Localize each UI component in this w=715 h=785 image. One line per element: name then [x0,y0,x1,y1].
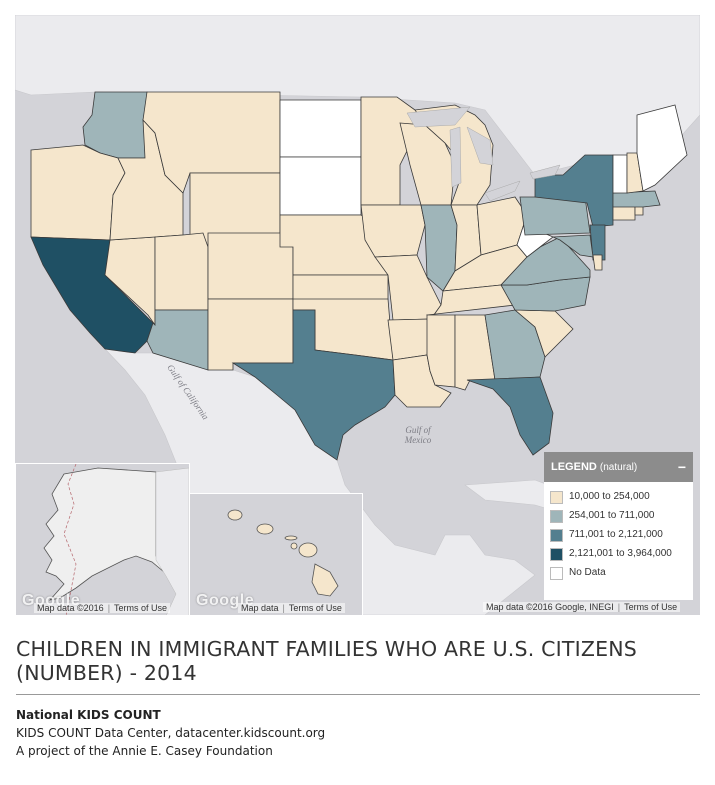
source-line: KIDS COUNT Data Center, datacenter.kidsc… [16,726,326,740]
legend-item: 10,000 to 254,000 [550,491,687,504]
hawaii-inset[interactable]: Google Map data | Terms of Use [189,493,363,615]
main-attribution: Map data ©2016 Google, INEGI | Terms of Us… [483,602,681,612]
state-fl[interactable] [466,376,554,456]
legend-title: LEGEND [551,461,597,473]
page-title: CHILDREN IN IMMIGRANT FAMILIES WHO ARE U… [16,637,638,685]
state-nm[interactable] [207,298,294,371]
state-vt[interactable] [612,154,628,194]
legend-item: 254,001 to 711,000 [550,510,687,523]
canada-land [15,15,700,176]
legend-swatch [550,529,563,542]
legend-label: 2,121,001 to 3,964,000 [569,548,672,559]
legend-swatch [550,567,563,580]
state-ut[interactable] [154,232,209,311]
legend-label: 10,000 to 254,000 [569,491,650,502]
legend-collapse-button[interactable]: − [677,459,686,475]
hawaii-map [190,494,362,615]
divider [16,694,700,695]
alaska-attribution: Map data ©2016 | Terms of Use [34,603,171,613]
legend-label: 254,001 to 711,000 [569,510,655,521]
state-de[interactable] [592,254,603,271]
legend-label: 711,001 to 2,121,000 [569,529,663,540]
foundation-line: A project of the Annie E. Casey Foundati… [16,744,273,758]
lake-erie [484,180,521,202]
lake-ontario [529,164,561,180]
state-pa[interactable] [519,196,591,236]
lake-michigan [449,126,462,188]
legend-item: 2,121,001 to 3,964,000 [550,548,687,561]
hawaii-map-data-text: Map data [241,603,279,613]
legend-items: 10,000 to 254,000 254,001 to 711,000 711,0… [544,482,693,580]
alaska-map-data-text: Map data ©2016 [37,603,104,613]
lake-superior [406,106,471,128]
state-me[interactable] [636,104,688,192]
state-id[interactable] [109,118,184,241]
state-ar[interactable] [387,318,432,361]
hawaii-attribution: Map data | Terms of Use [238,603,345,613]
legend-item: 711,001 to 2,121,000 [550,529,687,542]
alaska-inset[interactable]: Google Map data ©2016 | Terms of Use [15,463,190,615]
gulf-of-mexico-label: Gulf of Mexico [404,425,432,445]
state-md[interactable] [552,234,594,258]
state-sd[interactable] [279,156,362,216]
map-panel[interactable]: Gulf of California Gulf of Mexico Google… [15,15,700,615]
main-terms-link[interactable]: Terms of Use [624,602,678,612]
state-hi[interactable] [227,509,339,597]
state-tx[interactable] [231,309,396,461]
alaska-map [16,464,189,615]
org-name: National KIDS COUNT [16,708,161,722]
main-map-data-text: Map data ©2016 Google, INEGI [486,602,614,612]
legend-swatch [550,548,563,561]
legend-header[interactable]: LEGEND (natural) − [544,452,693,482]
legend-panel: LEGEND (natural) − 10,000 to 254,000 254,… [544,452,693,600]
state-ia[interactable] [360,204,426,258]
legend-swatch [550,510,563,523]
legend-swatch [550,491,563,504]
legend-subtitle: (natural) [599,462,638,473]
hawaii-terms-link[interactable]: Terms of Use [288,603,342,613]
legend-label: No Data [569,567,606,578]
legend-item: No Data [550,567,687,580]
state-ma[interactable] [612,190,661,208]
lake-huron [466,126,494,166]
state-nd[interactable] [279,99,362,158]
alaska-terms-link[interactable]: Terms of Use [114,603,168,613]
